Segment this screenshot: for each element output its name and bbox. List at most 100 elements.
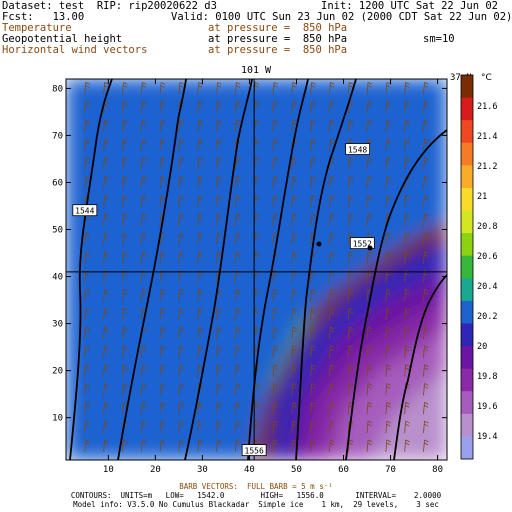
wind-barb (234, 401, 241, 415)
wind-barb (272, 100, 279, 114)
wind-barb (291, 345, 297, 358)
wind-barb (291, 364, 297, 377)
wind-barb (122, 251, 128, 264)
wind-barb (84, 100, 90, 114)
height-contour (69, 79, 113, 460)
colorbar-label: 20 (477, 342, 487, 352)
wind-barb (197, 251, 203, 264)
wind-barb (197, 345, 203, 358)
svg-text:1548: 1548 (348, 146, 367, 155)
wind-barb (366, 326, 373, 340)
wind-barb (291, 100, 297, 114)
wind-barb (234, 364, 241, 377)
wind-barb (347, 326, 354, 340)
wind-barb (122, 232, 128, 245)
wind-barb (216, 326, 222, 340)
wind-barb (103, 213, 109, 227)
wind-barb (272, 326, 279, 340)
colorbar-swatch (461, 210, 473, 234)
wind-barb (423, 420, 429, 434)
wind-barb (197, 100, 203, 114)
wind-barb (84, 251, 90, 264)
wind-barb (291, 194, 297, 208)
wind-barb (234, 82, 241, 95)
wind-barb (103, 364, 109, 377)
wind-barb (103, 157, 109, 170)
wind-barb (366, 401, 373, 415)
wind-barb (140, 213, 147, 227)
wind-barb (385, 232, 392, 245)
y-tick-label: 70 (52, 131, 63, 141)
x-axis-ticks: 10 20 30 40 50 60 70 80 (103, 79, 443, 475)
wind-barb (291, 439, 297, 452)
wind-barb (310, 439, 316, 452)
wind-barb (404, 439, 410, 452)
wind-barb (122, 439, 128, 452)
wind-barb (385, 420, 392, 434)
wind-barb (178, 82, 185, 95)
wind-barb (291, 383, 297, 396)
wind-barb (329, 439, 335, 452)
wind-barb (404, 82, 410, 95)
svg-text:1552: 1552 (353, 240, 372, 249)
colorbar-label: 21.6 (477, 102, 497, 112)
x-tick-label: 10 (103, 465, 114, 475)
header-valid: Valid: 0100 UTC Sun 23 Jun 02 (2000 CDT … (171, 11, 512, 23)
colorbar-label: 19.4 (477, 432, 497, 442)
wind-barb (140, 157, 147, 170)
x-tick-label: 80 (432, 465, 443, 475)
wind-barb (159, 82, 166, 95)
wind-barb (272, 420, 279, 434)
wind-barb (423, 157, 429, 170)
colorbar-swatch (461, 436, 473, 460)
wind-barb (103, 420, 109, 434)
footer-contours: CONTOURS: UNITS=m LOW= 1542.0 HIGH= 1556… (70, 491, 442, 500)
wind-barb (140, 364, 147, 377)
wind-barb (404, 420, 410, 434)
wind-barb (310, 307, 316, 321)
wind-barb (216, 232, 222, 245)
wind-barb (404, 401, 410, 415)
colorbar-label: 21.2 (477, 162, 497, 172)
wind-barb (366, 383, 373, 396)
wind-barb (178, 289, 185, 302)
wind-barb (159, 138, 166, 151)
wind-barb (385, 307, 392, 321)
wind-barb (159, 194, 166, 208)
wind-barb (216, 401, 222, 415)
wind-barb (216, 251, 222, 264)
wind-barb (234, 307, 241, 321)
colorbar-label: 21 (477, 192, 487, 202)
wind-barb (122, 289, 128, 302)
wind-barb (366, 82, 373, 95)
colorbar-swatch (461, 391, 473, 415)
wind-barb (385, 194, 392, 208)
wind-barb (159, 326, 166, 340)
wind-barb (404, 289, 410, 302)
wind-barb (366, 176, 373, 189)
wind-barb (347, 364, 354, 377)
wind-barb (385, 383, 392, 396)
height-contour (184, 79, 253, 460)
wind-barb (291, 82, 297, 95)
wind-barb (404, 232, 410, 245)
wind-barb (404, 100, 410, 114)
wind-barb (385, 439, 392, 452)
footer-model: Model info: V3.5.0 No Cumulus Blackadar … (73, 500, 439, 509)
wind-barb (385, 157, 392, 170)
wind-barb (291, 289, 297, 302)
wind-barb (84, 307, 90, 321)
wind-barb (216, 157, 222, 170)
wind-barb (122, 345, 128, 358)
wind-barb (272, 401, 279, 415)
wind-barb (122, 401, 128, 415)
wind-barb (310, 326, 316, 340)
wind-barb (329, 383, 335, 396)
wind-barb (216, 176, 222, 189)
wind-barb (329, 364, 335, 377)
wind-barb (103, 176, 109, 189)
wind-barb (423, 383, 429, 396)
wind-barb (329, 289, 335, 302)
wind-barb (159, 401, 166, 415)
wind-barb (272, 307, 279, 321)
